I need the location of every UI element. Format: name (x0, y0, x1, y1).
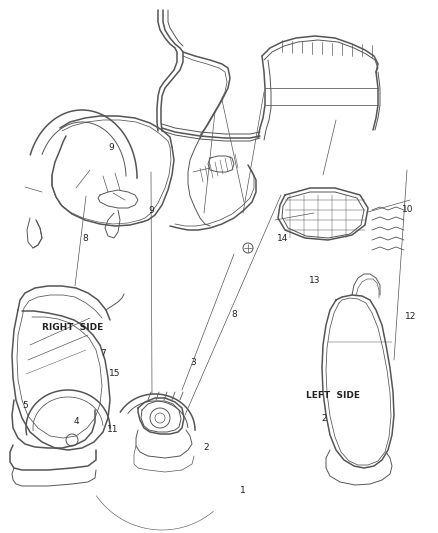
Text: 14: 14 (277, 235, 288, 243)
Text: 8: 8 (231, 310, 237, 319)
Text: 5: 5 (22, 401, 28, 409)
Text: 10: 10 (402, 205, 413, 214)
Text: 3: 3 (190, 358, 196, 367)
Text: LEFT  SIDE: LEFT SIDE (306, 391, 360, 400)
Text: 15: 15 (109, 369, 120, 377)
Text: 11: 11 (107, 425, 119, 434)
Text: 2: 2 (203, 443, 208, 452)
Text: 4: 4 (74, 417, 79, 425)
Text: 2: 2 (321, 414, 327, 423)
Text: 9: 9 (148, 206, 154, 215)
Text: 8: 8 (82, 235, 88, 243)
Text: 9: 9 (109, 143, 115, 152)
Text: 13: 13 (309, 277, 320, 285)
Text: 1: 1 (240, 486, 246, 495)
Text: 12: 12 (405, 312, 417, 321)
Text: RIGHT  SIDE: RIGHT SIDE (42, 324, 103, 332)
Text: 7: 7 (100, 349, 106, 358)
